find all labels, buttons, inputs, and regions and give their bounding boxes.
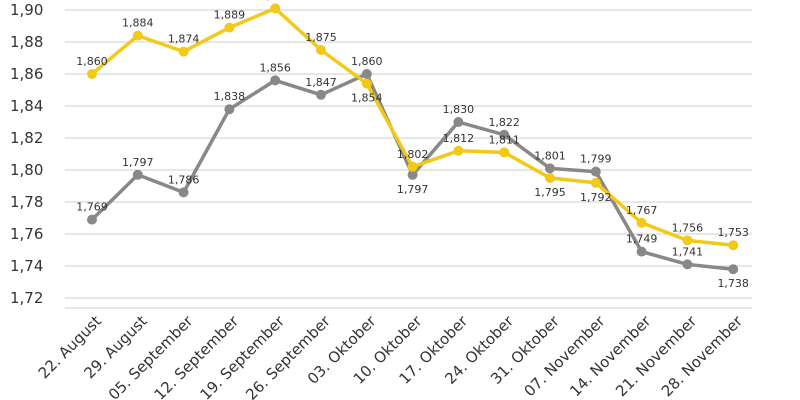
data-label: 1,797 [122, 156, 154, 169]
data-label: 1,875 [305, 31, 337, 44]
data-point [270, 75, 281, 86]
data-point [407, 169, 418, 180]
data-point [453, 117, 464, 127]
data-label: 1,838 [214, 90, 246, 103]
data-point [545, 173, 555, 183]
data-label: 1,769 [76, 201, 108, 214]
data-point [636, 217, 647, 228]
data-point [636, 246, 647, 257]
data-point [499, 147, 510, 158]
data-point [682, 235, 693, 246]
data-point [87, 214, 97, 225]
data-point [87, 69, 97, 79]
data-label: 1,854 [351, 92, 383, 105]
data-label: 1,889 [214, 9, 246, 22]
y-tick-label: 1,76 [10, 225, 43, 243]
data-label: 1,874 [168, 33, 200, 46]
x-tick-label: 21. November [612, 312, 701, 400]
data-label: 1,767 [626, 204, 658, 217]
data-point [224, 104, 235, 115]
data-label: 1,738 [717, 277, 749, 290]
data-label: 1,847 [305, 76, 337, 89]
data-label: 1,884 [122, 17, 154, 30]
data-point [407, 161, 418, 172]
data-point [728, 240, 739, 251]
data-point [316, 89, 326, 100]
data-label: 1,795 [534, 186, 566, 199]
y-tick-label: 1,74 [10, 257, 43, 275]
x-tick-label: 28. November [658, 312, 747, 400]
data-label: 1,860 [351, 55, 383, 68]
data-label: 1,812 [443, 132, 475, 145]
data-point [453, 145, 464, 156]
data-point [361, 69, 372, 79]
data-label-layer: 1,860 1,884 1,874 1,889 1,901 1,875 1,854 1,802… [76, 0, 749, 290]
data-point [682, 259, 693, 270]
y-tick-label: 1,84 [10, 97, 43, 115]
data-label: 1,856 [259, 61, 291, 74]
data-point [132, 169, 143, 180]
data-label: 1,753 [717, 226, 749, 239]
data-point [728, 264, 739, 275]
data-label: 1,749 [626, 233, 658, 246]
data-label: 1,799 [580, 153, 612, 166]
x-tick-label: 14. November [566, 312, 655, 400]
data-label: 1,822 [488, 116, 520, 129]
data-point [590, 166, 601, 177]
data-point [545, 163, 555, 174]
data-label: 1,797 [397, 183, 429, 196]
series-layer [87, 3, 739, 275]
data-label: 1,741 [672, 245, 704, 258]
y-tick-label: 1,78 [10, 193, 43, 211]
data-label: 1,802 [397, 148, 429, 161]
data-label: 1,860 [76, 55, 108, 68]
data-label: 1,792 [580, 191, 612, 204]
y-tick-label: 1,72 [10, 289, 43, 307]
data-label: 1,901 [259, 0, 291, 2]
y-tick-label: 1,86 [10, 65, 43, 83]
data-point [178, 46, 189, 57]
data-point [132, 30, 143, 41]
data-label: 1,786 [168, 173, 200, 186]
data-point [224, 22, 235, 33]
data-label: 1,830 [443, 103, 475, 116]
y-axis-ticks: 1,72 1,74 1,76 1,78 1,80 1,82 1,84 1,86 1,88 1,90 [10, 1, 43, 307]
data-label: 1,801 [534, 149, 566, 162]
data-point [361, 78, 372, 89]
y-tick-label: 1,82 [10, 129, 43, 147]
y-tick-label: 1,90 [10, 1, 43, 19]
data-label: 1,811 [488, 133, 520, 146]
data-point [499, 129, 510, 140]
data-point [316, 45, 326, 55]
x-tick-label: 07. November [520, 312, 609, 400]
data-label: 1,756 [672, 221, 704, 234]
data-point [270, 3, 281, 14]
data-point [590, 177, 601, 188]
y-tick-label: 1,88 [10, 33, 43, 51]
data-point [178, 187, 189, 198]
y-tick-label: 1,80 [10, 161, 43, 179]
